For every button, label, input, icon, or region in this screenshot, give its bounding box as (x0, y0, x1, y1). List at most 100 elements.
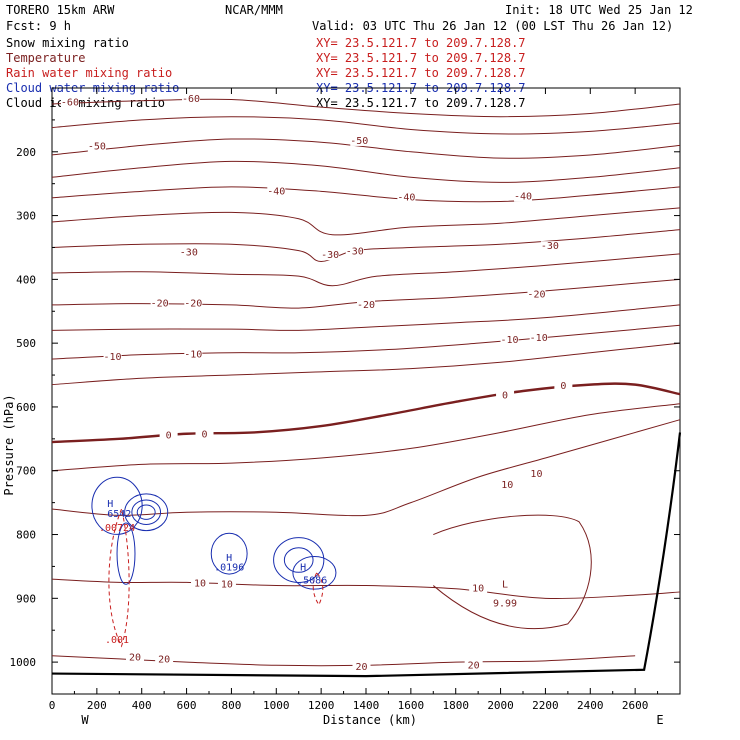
east-label: E (656, 713, 663, 727)
isotherm-label: -20 (151, 299, 169, 310)
isotherm-label: -60 (182, 94, 200, 105)
x-tick-label: 200 (87, 699, 107, 712)
x-axis-label: Distance (km) (323, 713, 417, 727)
isotherm-label: 10 (221, 579, 233, 590)
isotherm-label: -40 (267, 186, 285, 197)
field-xy: XY= 23.5.121.7 to 209.7.128.7 (316, 51, 526, 65)
contour-labels: -60 -60 -50 -50 -40 -40 -40 -30 -30 -30 -30 -20 -20 -… (61, 93, 573, 673)
x-tick-label: 1600 (398, 699, 425, 712)
extremum-label: .5086 (297, 575, 327, 586)
x-tick-label: 0 (49, 699, 56, 712)
cloud-water-contour (210, 532, 248, 575)
isotherm-label: -10 (184, 350, 202, 361)
isotherm-line (51, 382, 681, 444)
extremum-label: H (300, 563, 306, 574)
isotherm-line (51, 207, 681, 236)
field-name: Temperature (6, 51, 85, 65)
isotherm-line (51, 403, 681, 472)
temperature-contours (51, 98, 681, 667)
valid-time: Valid: 03 UTC Thu 26 Jan 12 (00 LST Thu … (312, 19, 673, 33)
x-tick-label: 2400 (577, 699, 604, 712)
extremum-label: .00724 (99, 523, 135, 534)
isotherm-label: 10 (501, 480, 513, 491)
x-tick-label: 1400 (353, 699, 380, 712)
isotherm-label: 10 (530, 469, 542, 480)
y-axis-label: Pressure (hPa) (2, 394, 16, 495)
extremum-label: 6542 (107, 509, 131, 520)
y-tick-label: 200 (16, 146, 36, 159)
y-tick-label: 400 (16, 273, 36, 286)
isotherm-line (51, 98, 681, 118)
isotherm-label: -20 (527, 290, 545, 301)
forecast-hour: Fcst: 9 h (6, 19, 71, 33)
isotherm-label: 20 (129, 653, 141, 664)
isotherm-line (51, 116, 681, 135)
field-xy: XY= 23.5.121.7 to 209.7.128.7 (316, 66, 526, 80)
terrain-line (51, 432, 682, 678)
field-name: Snow mixing ratio (6, 36, 129, 50)
x-tick-label: 2000 (487, 699, 514, 712)
isotherm-label: -10 (501, 335, 519, 346)
cloud-water-contour (283, 547, 314, 573)
cloud-water-contour (131, 499, 162, 525)
isotherm-label: -30 (541, 241, 559, 252)
isotherm-label: -60 (61, 98, 79, 109)
isotherm-label: 20 (355, 662, 367, 673)
isotherm-label: 10 (472, 584, 484, 595)
isotherm-label: -10 (530, 333, 548, 344)
field-legend: Snow mixing ratio XY= 23.5.121.7 to 209.7… (6, 36, 526, 110)
cloud-water-contour (292, 555, 337, 590)
y-tick-label: 600 (16, 401, 36, 414)
cloud-water-contour (116, 522, 136, 585)
isotherm-label: -20 (184, 299, 202, 310)
y-tick-label: 700 (16, 465, 36, 478)
cloud-water-contour (124, 493, 169, 532)
extremum-label: H (226, 553, 232, 564)
isotherm-label: -10 (104, 352, 122, 363)
isotherm-label: -30 (180, 248, 198, 259)
y-tick-label: 500 (16, 337, 36, 350)
x-tick-label: 1000 (263, 699, 290, 712)
warm-region-contour (432, 514, 592, 630)
x-tick-label: 1200 (308, 699, 335, 712)
y-tick-label: 800 (16, 529, 36, 542)
isotherm-label: -40 (514, 191, 532, 202)
y-tick-label: 1000 (10, 656, 37, 669)
rain-water-contour (108, 508, 130, 648)
west-label: W (81, 713, 89, 727)
isotherm-line (51, 138, 681, 159)
axes: 0 200 400 600 800 1000 1200 1400 1600 1800 2000 220… (10, 88, 680, 712)
isotherm-line (51, 419, 681, 517)
center-title: NCAR/MMM (225, 3, 283, 17)
x-tick-label: 600 (177, 699, 197, 712)
terrain-boundary (51, 432, 682, 678)
isotherm-label: 0 (166, 431, 172, 442)
field-xy: XY= 23.5.121.7 to 209.7.128.7 (316, 36, 526, 50)
isotherm-label: 0 (560, 381, 566, 392)
y-tick-label: 300 (16, 210, 36, 223)
isotherm-line (51, 578, 681, 600)
init-time: Init: 18 UTC Wed 25 Jan 12 (505, 3, 693, 17)
x-tick-label: 800 (221, 699, 241, 712)
isotherm-line (51, 342, 681, 386)
isotherm-line (51, 160, 681, 183)
isotherm-label: 10 (194, 579, 206, 590)
extremum-label: .001 (105, 635, 129, 646)
hydrometeor-contours (91, 476, 337, 648)
field-xy: XY= 23.5.121.7 to 209.7.128.7 (316, 96, 526, 110)
isotherm-label: 20 (158, 655, 170, 666)
isotherm-label: 0 (201, 429, 207, 440)
isotherm-line (51, 186, 681, 203)
extremum-label: 9.99 (493, 598, 517, 609)
cloud-water-contour (136, 504, 156, 520)
isotherm-label: -20 (357, 300, 375, 311)
isotherm-line (51, 304, 681, 331)
field-name: Rain water mixing ratio (6, 66, 172, 80)
extremum-label: .0196 (214, 563, 244, 574)
x-tick-label: 1800 (442, 699, 469, 712)
rain-water-contour (312, 572, 324, 606)
model-title: TORERO 15km ARW (6, 3, 115, 17)
extremum-label: L (502, 579, 508, 590)
isotherm-line (51, 324, 681, 360)
